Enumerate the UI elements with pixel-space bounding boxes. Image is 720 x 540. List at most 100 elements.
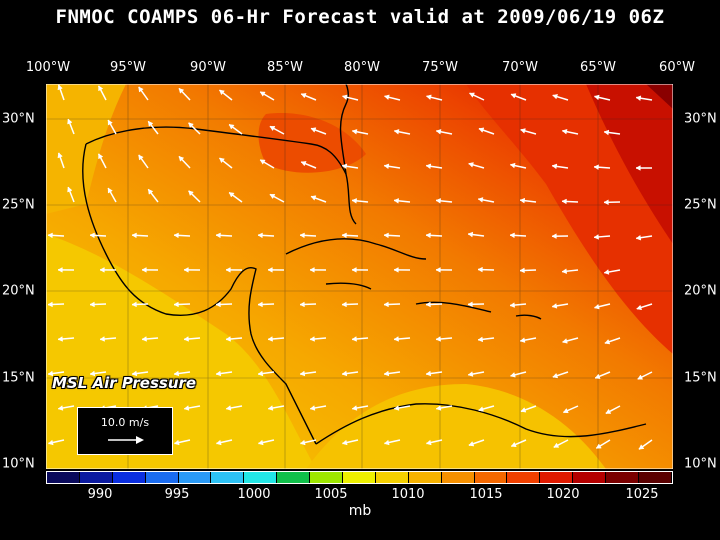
wind-vector-head xyxy=(225,405,232,411)
wind-vector-head xyxy=(267,405,274,411)
wind-vector-head xyxy=(67,186,73,193)
wind-vector-head xyxy=(383,439,390,446)
wind-vector-head xyxy=(267,336,273,342)
wind-vector-head xyxy=(259,159,266,165)
longitude-label: 60°W xyxy=(659,60,695,75)
wind-vector-head xyxy=(603,129,610,136)
longitude-label: 65°W xyxy=(580,60,616,75)
wind-vector-head xyxy=(269,126,276,132)
wind-vector-head xyxy=(131,232,137,239)
colorbar-tick: 1025 xyxy=(625,487,659,502)
wind-vector-head xyxy=(635,234,642,241)
wind-vector-head xyxy=(47,439,54,446)
wind-vector-head xyxy=(215,232,221,239)
wind-vector-head xyxy=(393,198,399,204)
colorbar-tick: 1005 xyxy=(314,487,348,502)
wind-vector-head xyxy=(393,405,400,411)
field-label: MSL Air Pressure xyxy=(52,374,197,392)
wind-vector-head xyxy=(467,371,474,377)
wind-vector-head xyxy=(225,336,231,342)
wind-vector-head xyxy=(141,267,147,273)
wind-vector-head xyxy=(89,301,95,308)
wind-vector-head xyxy=(57,405,64,411)
wind-vector-head xyxy=(351,198,357,204)
wind-vector-head xyxy=(138,86,144,93)
wind-vector-head xyxy=(131,370,138,377)
colorbar-segment xyxy=(47,472,80,483)
wind-vector-head xyxy=(509,302,515,308)
wind-vector-head xyxy=(98,153,104,160)
wind-vector-head xyxy=(299,370,306,377)
colorbar-segment xyxy=(211,472,245,483)
wind-vector-head xyxy=(562,338,568,344)
pressure-band-1022 xyxy=(586,84,673,244)
colorbar-segment xyxy=(408,472,442,483)
wind-vector-head xyxy=(638,444,645,450)
colorbar-segment xyxy=(441,472,475,483)
wind-vector-head xyxy=(341,94,348,101)
wind-vector-head xyxy=(309,267,315,273)
wind-vector-head xyxy=(520,407,527,413)
wind-vector-head xyxy=(635,95,642,102)
wind-vector-head xyxy=(593,234,599,240)
colorbar-tick: 1020 xyxy=(546,487,580,502)
florida-coast xyxy=(339,84,349,175)
wind-vector-head xyxy=(219,157,225,164)
colorbar-units: mb xyxy=(348,503,372,519)
wind-vector-head xyxy=(509,372,516,378)
wind-scale-arrow-icon xyxy=(108,436,144,444)
wind-vector-head xyxy=(267,267,273,273)
wind-vector-head xyxy=(299,439,306,446)
wind-vector-head xyxy=(469,92,475,98)
wind-vector-head xyxy=(57,267,63,273)
wind-vector-head xyxy=(383,301,389,308)
wind-vector-head xyxy=(215,439,222,446)
wind-vector-head xyxy=(183,405,190,411)
wind-scale-label: 10.0 m/s xyxy=(100,416,150,429)
hispaniola-outline xyxy=(415,301,492,313)
colorbar-tick: 995 xyxy=(164,487,190,502)
colorbar-segment xyxy=(573,472,607,483)
wind-vector-head xyxy=(57,336,63,342)
wind-scale-legend: 10.0 m/s xyxy=(77,407,173,455)
colorbar-segment xyxy=(540,472,574,483)
wind-vector-head xyxy=(425,163,432,170)
wind-vector-head xyxy=(269,194,276,200)
colorbar-tick: 1010 xyxy=(391,487,425,502)
wind-vector-head xyxy=(425,370,432,377)
wind-vector-head xyxy=(425,301,431,308)
wind-vector-head xyxy=(593,94,600,101)
wind-vector-head xyxy=(435,405,442,411)
wind-vector-head xyxy=(478,406,484,412)
wind-vector-head xyxy=(393,336,399,342)
wind-vector-head xyxy=(509,232,515,239)
latitude-label-left: 15°N xyxy=(2,370,35,386)
wind-vector-head xyxy=(215,370,222,377)
colorbar-segment xyxy=(507,472,541,483)
wind-vector-head xyxy=(552,93,558,100)
latitude-label-left: 25°N xyxy=(2,197,35,213)
wind-vector-head xyxy=(219,89,225,96)
wind-vector-head xyxy=(561,128,568,135)
wind-vector-head xyxy=(509,162,516,169)
wind-vector-head xyxy=(309,405,316,411)
wind-vector-head xyxy=(228,192,235,198)
colorbar-segment xyxy=(178,472,212,483)
wind-vector-head xyxy=(552,372,559,379)
wind-vector-head xyxy=(341,370,348,377)
wind-vector-head xyxy=(478,127,485,133)
gulf-coast xyxy=(85,126,357,225)
wind-vector-head xyxy=(310,195,317,201)
wind-vector-head xyxy=(519,267,525,274)
wind-vector-head xyxy=(383,94,390,101)
wind-vector-head xyxy=(520,128,526,134)
wind-vector-head xyxy=(562,407,569,414)
wind-vector-head xyxy=(107,187,113,194)
wind-vector-head xyxy=(228,124,235,130)
colorbar-segment xyxy=(244,472,278,483)
wind-vector-head xyxy=(178,88,185,94)
wind-vector-head xyxy=(425,232,431,239)
longitude-label: 95°W xyxy=(110,60,146,75)
wind-vector-head xyxy=(341,163,348,170)
wind-vector-head xyxy=(259,91,266,97)
